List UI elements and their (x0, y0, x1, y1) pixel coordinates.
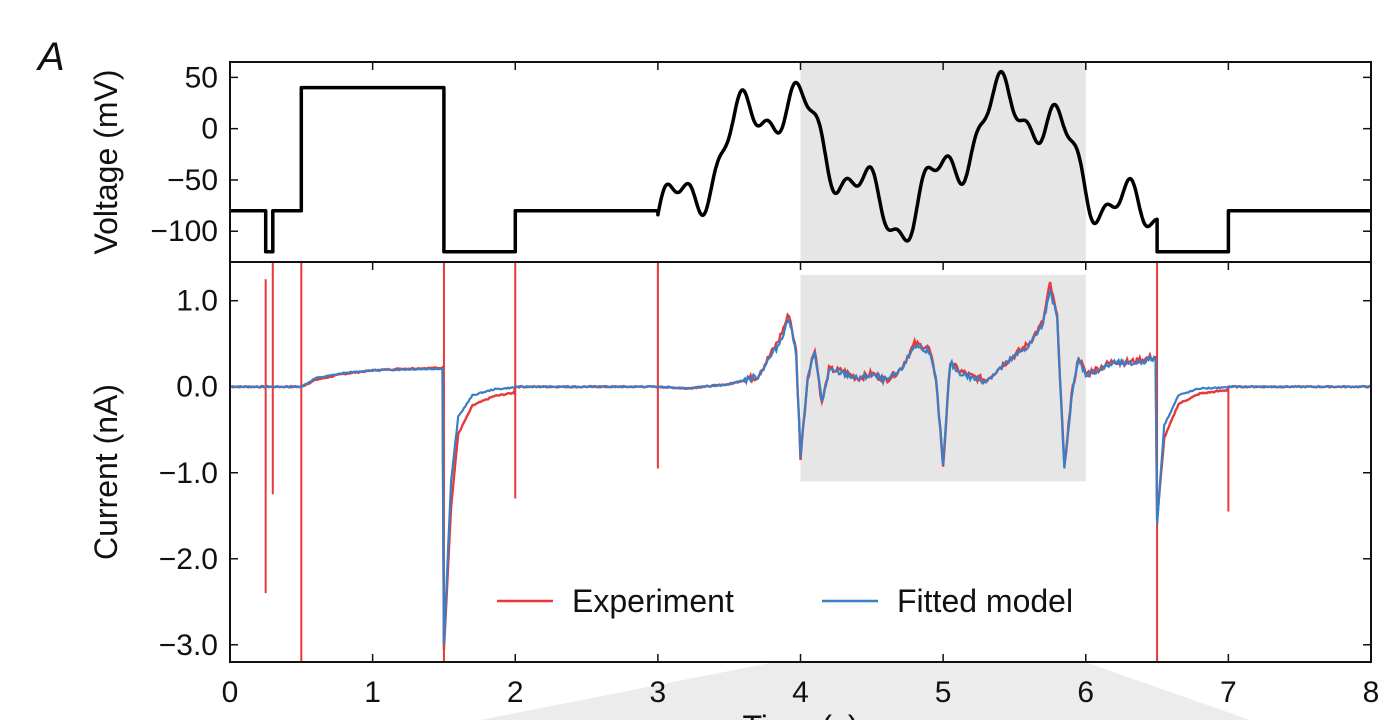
current-y-tick-label: −3.0 (159, 629, 218, 662)
current-x-tick-label: 2 (507, 676, 524, 709)
legend: Experiment Fitted model (497, 583, 1073, 619)
legend-fitted-model-label: Fitted model (897, 583, 1073, 619)
lower-shadow-region (480, 662, 1250, 720)
voltage-y-ticks: 50 0 −50 −100 (150, 61, 1372, 248)
current-panel: 1.0 0.0 −1.0 −2.0 −3.0 0 1 2 3 4 5 6 7 8 Current (nA… (88, 261, 1380, 720)
fitted-model-trace (229, 289, 1372, 645)
current-x-tick-label: 0 (222, 676, 239, 709)
current-x-ticks: 0 1 2 3 4 5 6 7 8 (222, 262, 1380, 709)
current-x-tick-label: 5 (935, 676, 952, 709)
voltage-y-tick-label: 0 (201, 113, 218, 146)
current-x-tick-label: 1 (364, 676, 381, 709)
voltage-trace (230, 69, 1371, 254)
current-x-tick-label: 7 (1220, 676, 1237, 709)
voltage-y-tick-label: −50 (167, 164, 218, 197)
voltage-y-tick-label: −100 (150, 215, 218, 248)
voltage-y-axis-label: Voltage (mV) (88, 70, 124, 255)
voltage-panel: 50 0 −50 −100 Voltage (mV) (88, 61, 1372, 263)
panel-letter: A (36, 35, 65, 79)
time-x-axis-label: Time (s) (742, 709, 858, 720)
current-y-tick-label: −1.0 (159, 457, 218, 490)
voltage-y-tick-label: 50 (185, 61, 218, 94)
current-x-tick-label: 3 (650, 676, 667, 709)
current-y-tick-label: −2.0 (159, 543, 218, 576)
current-x-tick-label: 6 (1077, 676, 1094, 709)
current-y-axis-label: Current (nA) (88, 384, 124, 560)
current-y-tick-label: 1.0 (176, 285, 218, 318)
legend-experiment-label: Experiment (572, 583, 734, 619)
current-y-ticks: 1.0 0.0 −1.0 −2.0 −3.0 (159, 285, 1371, 662)
current-x-tick-label: 8 (1363, 676, 1380, 709)
current-x-tick-label: 4 (792, 676, 809, 709)
current-plot-frame (229, 261, 1372, 663)
current-y-tick-label: 0.0 (176, 371, 218, 404)
